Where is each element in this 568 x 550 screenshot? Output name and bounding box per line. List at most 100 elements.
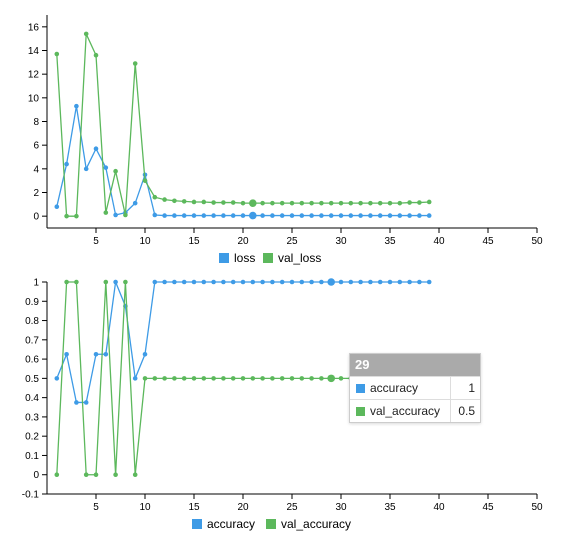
data-point-val-loss (113, 168, 118, 174)
data-point-accuracy (407, 279, 412, 285)
data-point-loss (358, 213, 363, 218)
y-tick: 6 (33, 141, 47, 152)
data-point-loss (93, 146, 99, 152)
legend-swatch (192, 519, 202, 529)
data-point-accuracy (299, 279, 305, 285)
data-point-accuracy (319, 279, 324, 285)
data-point-accuracy (142, 351, 148, 357)
y-tick-label: 8 (33, 117, 39, 128)
data-point-loss (368, 213, 373, 218)
data-point-val-accuracy (327, 374, 336, 383)
data-point-val-loss (64, 213, 69, 219)
legend-label: accuracy (207, 517, 255, 531)
y-tick: 0.6 (25, 355, 47, 366)
data-point-val-loss (162, 197, 167, 202)
data-point-accuracy (327, 278, 336, 286)
y-tick: 0.7 (25, 335, 47, 346)
data-point-loss (299, 213, 305, 218)
data-point-accuracy (309, 279, 314, 285)
data-point-val-accuracy (230, 376, 236, 381)
data-point-val-loss (289, 200, 295, 206)
data-point-val-loss (172, 198, 177, 204)
data-point-loss (113, 212, 118, 218)
x-tick: 35 (384, 494, 396, 513)
data-point-val-accuracy (123, 279, 128, 285)
data-point-accuracy (240, 279, 246, 285)
data-point-val-accuracy (338, 376, 344, 381)
y-tick-label: 0.1 (25, 451, 39, 462)
data-point-accuracy (250, 279, 256, 285)
tooltip-title: 29 (350, 354, 480, 376)
y-tick-label: 10 (28, 93, 40, 104)
data-point-accuracy (426, 279, 432, 285)
tooltip-row-val-accuracy: val_accuracy 0.5 (350, 399, 480, 422)
x-tick: 10 (139, 494, 151, 513)
x-tick-label: 35 (384, 236, 396, 247)
data-point-val-loss (240, 200, 246, 206)
data-point-val-accuracy (319, 376, 324, 381)
data-point-val-accuracy (142, 376, 148, 381)
x-tick: 25 (286, 228, 298, 247)
data-point-accuracy (279, 279, 285, 285)
x-tick-label: 45 (482, 502, 494, 513)
data-point-accuracy (397, 279, 403, 285)
y-tick-label: 0.5 (25, 374, 39, 385)
y-tick: -0.1 (22, 490, 47, 501)
data-point-loss (64, 161, 69, 167)
data-point-val-loss (328, 200, 334, 206)
legend-item-accuracy: accuracy (192, 517, 255, 531)
data-point-val-accuracy (240, 376, 246, 381)
data-point-val-accuracy (162, 376, 167, 381)
x-tick-label: 5 (93, 236, 99, 247)
series-line-loss (56, 106, 430, 217)
x-tick: 30 (335, 494, 347, 513)
y-tick: 0.8 (25, 316, 47, 327)
data-point-accuracy (64, 351, 69, 357)
data-point-loss (132, 200, 138, 206)
data-point-loss (348, 213, 354, 218)
tooltip-row-name: val_accuracy (370, 404, 441, 418)
data-point-val-accuracy (64, 279, 69, 285)
y-tick: 14 (28, 46, 47, 57)
data-point-val-accuracy (270, 376, 275, 381)
data-point-accuracy (289, 279, 295, 285)
data-point-accuracy (132, 376, 138, 381)
tooltip-row-value: 1 (468, 381, 475, 395)
data-point-accuracy (417, 279, 422, 285)
data-point-loss (172, 213, 177, 218)
data-point-val-loss (309, 200, 314, 206)
x-tick-label: 50 (531, 236, 543, 247)
x-tick-label: 35 (384, 502, 396, 513)
data-point-accuracy (358, 279, 363, 285)
data-point-val-accuracy (279, 376, 285, 381)
data-point-val-loss (397, 200, 403, 206)
y-tick-label: 12 (28, 70, 40, 81)
data-point-val-accuracy (181, 376, 187, 381)
y-tick: 0.5 (25, 374, 47, 385)
data-point-loss (221, 213, 226, 218)
data-point-val-loss (319, 200, 324, 206)
x-tick: 50 (531, 228, 543, 247)
y-tick-label: 14 (28, 46, 40, 57)
y-tick: 0.9 (25, 297, 47, 308)
data-point-accuracy (230, 279, 236, 285)
data-point-val-loss (279, 200, 285, 206)
x-tick-label: 20 (237, 502, 249, 513)
data-point-loss (407, 213, 412, 218)
legend-swatch (266, 519, 276, 529)
data-point-val-loss (407, 200, 412, 205)
y-tick: 0.2 (25, 432, 47, 443)
data-point-accuracy (348, 279, 354, 285)
y-tick-label: 4 (33, 164, 39, 175)
data-point-accuracy (270, 279, 275, 285)
data-point-val-accuracy (309, 376, 314, 381)
x-tick: 10 (139, 228, 151, 247)
x-tick-label: 10 (139, 502, 151, 513)
data-point-loss (319, 213, 324, 218)
data-point-val-loss (249, 199, 257, 207)
x-tick: 35 (384, 228, 396, 247)
x-tick-label: 30 (335, 236, 347, 247)
data-point-val-accuracy (211, 376, 216, 381)
data-point-accuracy (368, 279, 373, 285)
